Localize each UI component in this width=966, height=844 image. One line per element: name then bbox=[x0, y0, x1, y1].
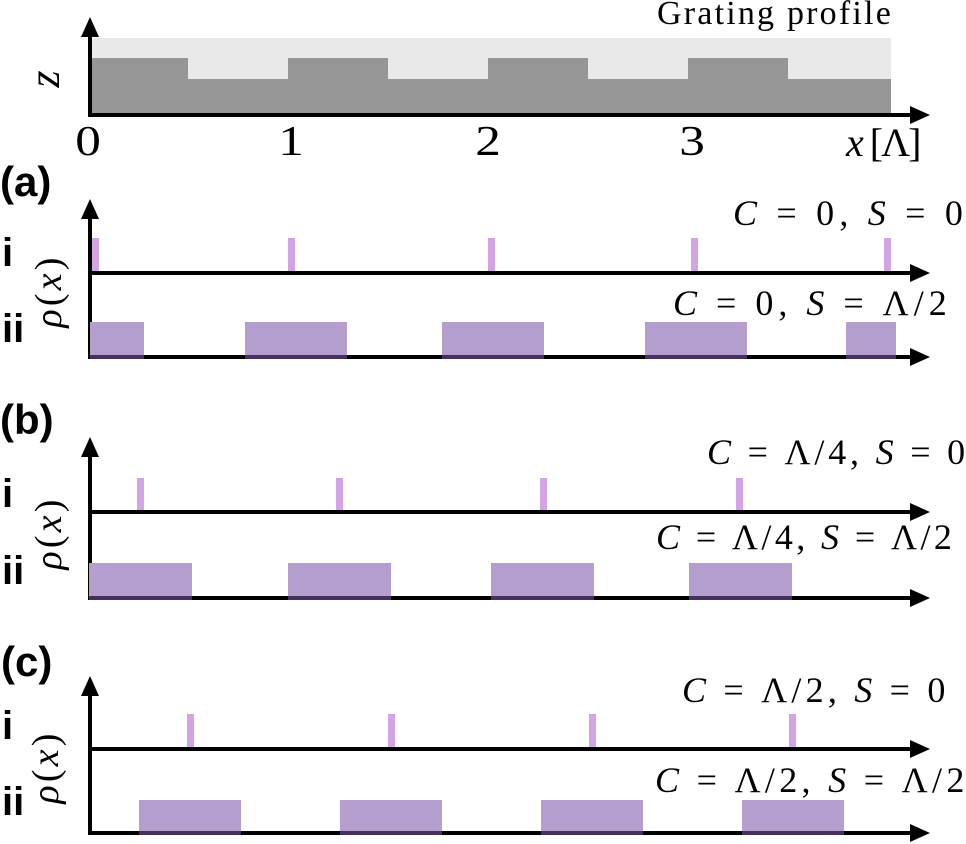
svg-text:ρ(x): ρ(x) bbox=[28, 496, 70, 570]
svg-text:ρ(x): ρ(x) bbox=[25, 730, 67, 804]
svg-text:ρ(x): ρ(x) bbox=[28, 254, 70, 328]
